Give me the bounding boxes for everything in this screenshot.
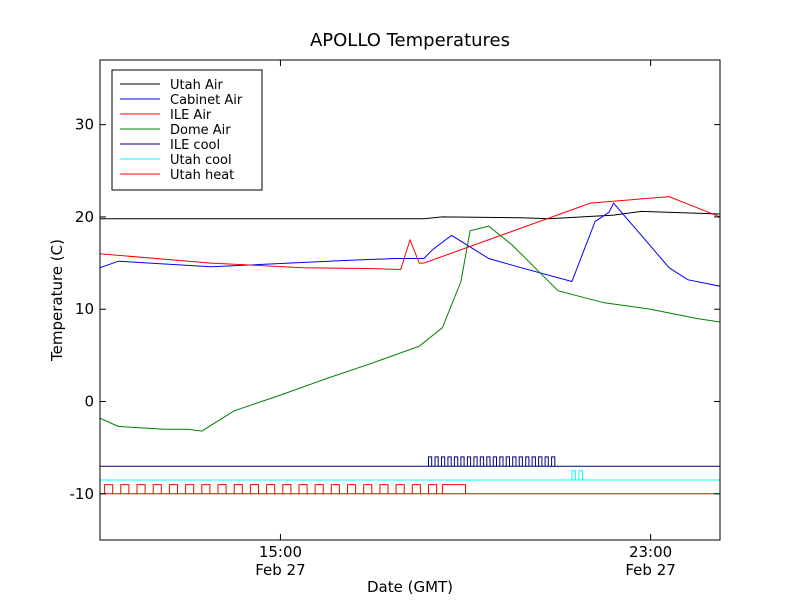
y-axis-label: Temperature (C) [48, 239, 66, 362]
chart-title: APOLLO Temperatures [310, 30, 510, 51]
x-tick-date-label: Feb 27 [255, 561, 305, 579]
plot-frame [99, 59, 721, 541]
y-tick-label: 10 [75, 300, 94, 318]
series-line-dome-air [100, 225, 720, 432]
series-pulses-utah-heat [104, 484, 438, 494]
series-layer [100, 196, 720, 495]
legend-label-utah-heat: Utah heat [170, 168, 234, 183]
legend-label-ile-cool: ILE cool [170, 138, 220, 153]
y-tick-label: 0 [84, 393, 94, 411]
legend-label-utah-air: Utah Air [170, 78, 223, 93]
series-pulses-utah-heat [441, 484, 466, 494]
y-tick-label: 20 [75, 208, 94, 226]
series-line-cabinet-air [100, 202, 720, 287]
legend-label-dome-air: Dome Air [170, 123, 231, 138]
series-line-utah-air [100, 210, 720, 220]
legend-label-cabinet-air: Cabinet Air [170, 93, 243, 108]
x-tick-date-label: Feb 27 [625, 561, 675, 579]
x-axis-label: Date (GMT) [367, 578, 453, 596]
y-tick-label: -10 [70, 485, 95, 503]
x-tick-time-label: 15:00 [259, 543, 302, 561]
y-tick-label: 30 [75, 116, 94, 134]
legend-label-utah-cool: Utah cool [170, 153, 232, 168]
x-tick-time-label: 23:00 [629, 543, 672, 561]
series-pulses-ile-cool [428, 456, 556, 467]
legend-label-ile-air: ILE Air [170, 108, 212, 123]
series-line-ile-air [100, 196, 720, 271]
legend-box [111, 69, 263, 191]
series-pulses-utah-cool [571, 470, 583, 480]
